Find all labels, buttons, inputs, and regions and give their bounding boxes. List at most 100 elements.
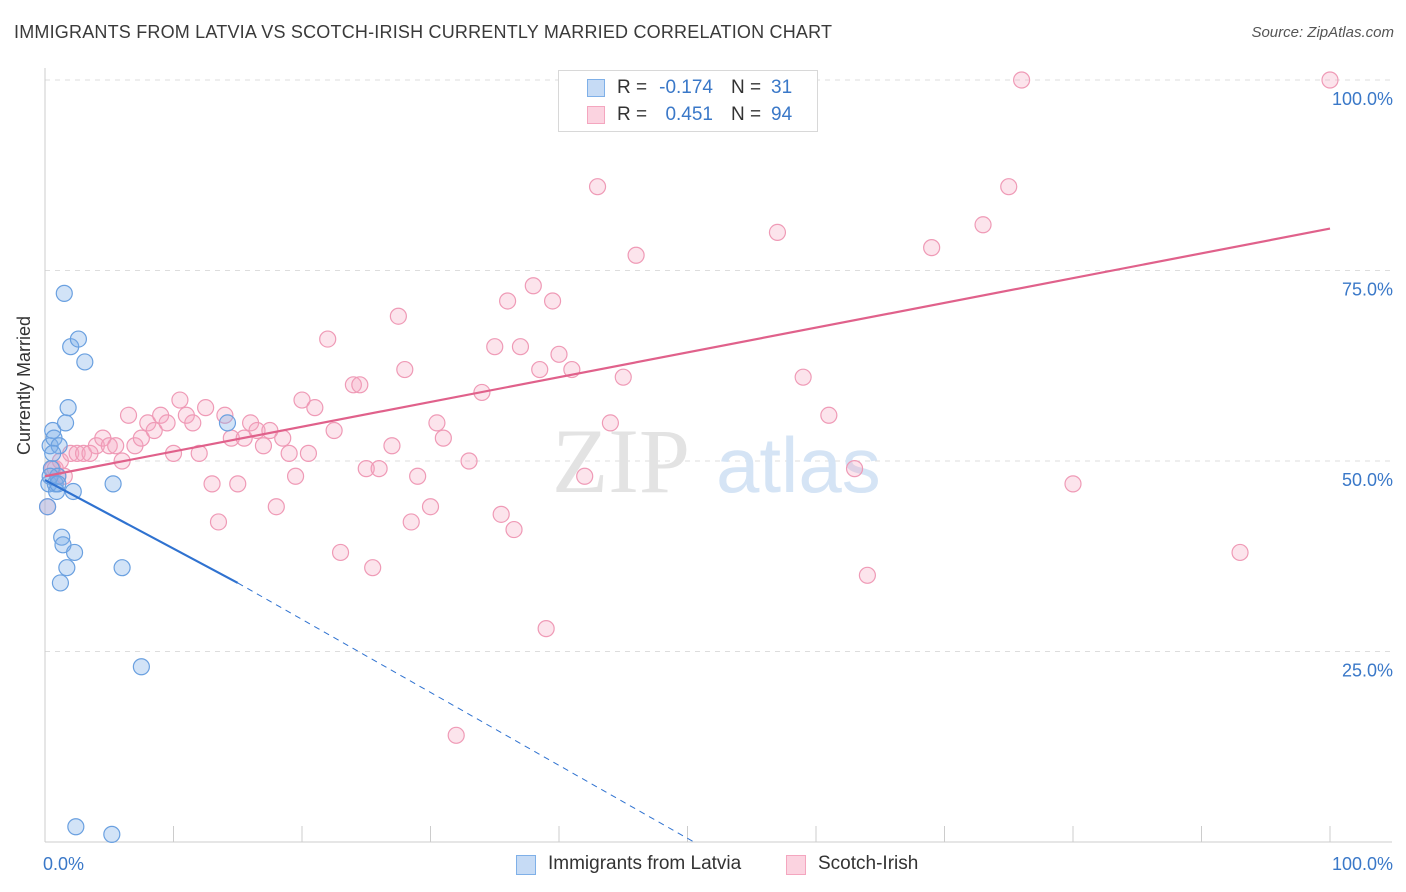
scotch-irish-point: [601, 414, 620, 432]
latvia-point: [69, 330, 88, 348]
scotch-irish-point: [460, 452, 478, 470]
x-tick-label: 100.0%: [1332, 854, 1393, 874]
scotch-irish-point: [364, 559, 382, 577]
scotch-irish-point: [190, 444, 208, 462]
scotch-irish-point: [428, 414, 446, 432]
latvia-point: [51, 574, 70, 592]
scotch-irish-point: [434, 429, 452, 447]
scotch-irish-point: [286, 467, 305, 485]
scotch-irish-point: [325, 421, 343, 440]
scotch-irish-point: [499, 292, 517, 310]
series-legend: Immigrants from Latvia Scotch-Irish: [0, 852, 1406, 878]
legend-n-value: 31: [771, 77, 793, 98]
scotch-irish-point: [209, 513, 228, 531]
scotch-irish-point: [614, 368, 632, 386]
scotch-irish-point: [68, 444, 86, 462]
scotch-irish-point: [550, 345, 568, 363]
latvia-point: [58, 559, 76, 577]
scotch-irish-point: [184, 414, 202, 432]
watermark-zip: ZIP: [552, 410, 690, 512]
y-tick-label: 50.0%: [1342, 470, 1393, 490]
scotch-irish-point: [447, 726, 465, 744]
y-tick-label: 75.0%: [1342, 280, 1393, 300]
source-credit: Source: ZipAtlas.com: [1251, 24, 1394, 41]
scotch-irish-point: [845, 460, 864, 478]
scotch-irish-point: [627, 246, 645, 264]
scotch-irish-point: [197, 399, 215, 417]
latvia-trendline: [44, 479, 239, 584]
latvia-point: [65, 543, 84, 562]
legend-row-latvia: R = -0.174 N = 31: [559, 75, 817, 101]
watermark-atlas: atlas: [716, 421, 881, 509]
scotch-irish-point: [820, 406, 838, 424]
scotch-irish-point: [344, 376, 362, 394]
scotch-irish-point: [351, 376, 369, 394]
scotch-irish-point: [537, 620, 555, 638]
scotch-irish-point: [421, 498, 440, 516]
scotch-irish-point: [524, 277, 542, 295]
scotch-irish-point: [858, 566, 877, 584]
scotch-irish-point: [254, 437, 273, 455]
scotch-irish-point: [267, 498, 285, 516]
scotch-irish-point: [1064, 475, 1082, 493]
legend-n-label: N =: [731, 77, 762, 98]
scotch-irish-point: [383, 437, 401, 455]
chart-title: IMMIGRANTS FROM LATVIA VS SCOTCH-IRISH C…: [14, 22, 833, 42]
scotch-irish-point: [158, 414, 176, 432]
y-tick-label: 25.0%: [1342, 661, 1393, 681]
stats-legend: R = -0.174 N = 31 R = 0.451 N = 94: [558, 70, 818, 132]
scotch-irish-point: [74, 444, 93, 462]
latvia-point: [67, 818, 85, 836]
scotch-irish-point: [229, 475, 247, 493]
scotch-irish-point: [492, 505, 510, 523]
legend-swatch-scotch-irish: [587, 106, 605, 124]
series-label-latvia: Immigrants from Latvia: [548, 853, 742, 874]
scotch-irish-point: [132, 429, 150, 447]
scotch-irish-point: [81, 444, 99, 462]
scotch-irish-point: [100, 437, 118, 455]
legend-swatch-latvia: [587, 79, 605, 97]
scotch-irish-point: [576, 467, 594, 485]
scotch-irish-point: [145, 421, 163, 440]
scotch-irish-point: [588, 178, 607, 196]
latvia-point: [56, 414, 75, 432]
scotch-irish-point: [1231, 543, 1249, 562]
legend-n-value: 94: [771, 104, 793, 125]
series-swatch-scotch-irish: [786, 855, 806, 875]
scotch-irish-point: [511, 338, 530, 356]
scotch-irish-point: [402, 513, 420, 531]
series-swatch-latvia: [516, 855, 536, 875]
scotch-irish-point: [357, 460, 375, 478]
latvia-point: [132, 658, 150, 676]
scotch-irish-point: [299, 444, 318, 462]
scotch-irish-point: [319, 330, 337, 348]
legend-r-label: R =: [617, 104, 648, 125]
y-tick-label: 100.0%: [1332, 89, 1393, 109]
scotch-irish-point: [370, 460, 388, 478]
y-axis-label: Currently Married: [14, 315, 34, 455]
scotch-irish-trendline: [44, 227, 1331, 478]
scotch-irish-point: [293, 391, 311, 409]
scotch-irish-point: [531, 360, 549, 379]
latvia-point: [113, 559, 131, 577]
series-label-scotch-irish: Scotch-Irish: [818, 853, 919, 874]
scotch-irish-point: [1012, 71, 1031, 89]
scotch-irish-point: [306, 399, 324, 417]
scotch-irish-point: [1321, 71, 1339, 89]
latvia-point: [103, 825, 121, 843]
scotch-irish-point: [107, 437, 125, 455]
latvia-point: [218, 414, 237, 432]
x-tick-label: 0.0%: [43, 854, 84, 874]
latvia-trendline-extension: [237, 582, 695, 843]
scotch-irish-point: [794, 368, 812, 386]
legend-r-value: 0.451: [665, 104, 713, 125]
latvia-point: [38, 498, 57, 516]
scotch-irish-point: [1000, 178, 1018, 196]
scotch-irish-point: [389, 307, 407, 325]
latvia-point: [55, 284, 73, 302]
scotch-irish-point: [119, 406, 138, 424]
latvia-point: [76, 353, 94, 371]
latvia-point: [104, 475, 122, 493]
scotch-irish-point: [974, 216, 992, 234]
